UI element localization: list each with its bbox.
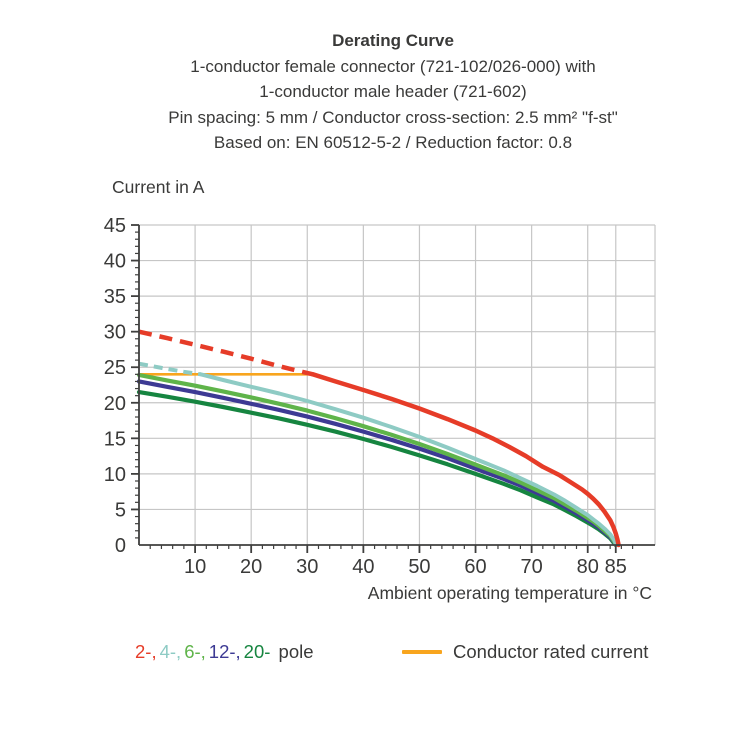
x-tick-label-85: 85 [605, 556, 627, 578]
chart-curves [136, 329, 621, 548]
curve-2-pole [310, 372, 621, 548]
legend-20-pole: 20- [243, 641, 271, 662]
x-axis-title: Ambient operating temperature in °C [367, 583, 652, 603]
chart-gridlines [139, 224, 656, 545]
rated-current-label: Conductor rated current [453, 641, 649, 662]
chart-subtitle-4: Based on: EN 60512-5-2 / Reduction facto… [213, 133, 573, 152]
x-tick-label-80: 80 [577, 556, 599, 578]
x-tick-label-70: 70 [521, 556, 543, 578]
y-tick-label-40: 40 [104, 251, 126, 273]
legend-pole-counts: 2-, 4-, 6-, 12-, 20- pole [135, 641, 317, 663]
curve-2-pole-dashed [138, 329, 314, 377]
rated-current-line-swatch [402, 650, 442, 654]
legend-rated-current: Conductor rated current [402, 641, 648, 663]
legend-pole-suffix: pole [273, 641, 314, 662]
x-tick-label-50: 50 [408, 556, 430, 578]
curve-4-pole [198, 372, 619, 547]
curve-6-pole [136, 372, 619, 548]
y-tick-label-35: 35 [104, 286, 126, 308]
y-tick-label-25: 25 [104, 357, 126, 379]
curve-4-pole-dashed [138, 361, 201, 377]
chart-subtitle-2: 1-conductor male header (721-602) [259, 82, 527, 101]
y-tick-label-30: 30 [104, 322, 126, 344]
y-tick-label-15: 15 [104, 428, 126, 450]
y-tick-label-5: 5 [115, 499, 126, 521]
chart-tick-labels: 0 5 10 15 20 25 30 35 40 45 10 20 30 40 50 60 70 80 85 [104, 215, 627, 578]
chart-subtitle-1: 1-conductor female connector (721-102/02… [190, 56, 596, 76]
y-tick-label-0: 0 [115, 535, 126, 557]
chart-title-block: Derating Curve 1-conductor female connec… [40, 28, 746, 156]
y-tick-label-45: 45 [104, 215, 126, 237]
y-tick-label-20: 20 [104, 393, 126, 415]
legend-4-pole: 4-, [159, 641, 182, 662]
chart-title: Derating Curve [332, 31, 454, 50]
x-tick-label-30: 30 [296, 556, 318, 578]
legend-6-pole: 6-, [184, 641, 206, 662]
y-tick-label-10: 10 [104, 464, 126, 486]
legend-12-pole: 12-, [208, 641, 241, 662]
x-tick-label-60: 60 [464, 556, 486, 578]
y-axis-title: Current in A [112, 177, 205, 197]
chart-axes [131, 224, 656, 553]
x-tick-label-40: 40 [352, 556, 374, 578]
legend-2-pole: 2-, [135, 641, 157, 662]
x-tick-label-10: 10 [184, 556, 206, 578]
x-tick-label-20: 20 [240, 556, 262, 578]
chart-subtitle-3: Pin spacing: 5 mm / Conductor cross-sect… [168, 107, 618, 127]
